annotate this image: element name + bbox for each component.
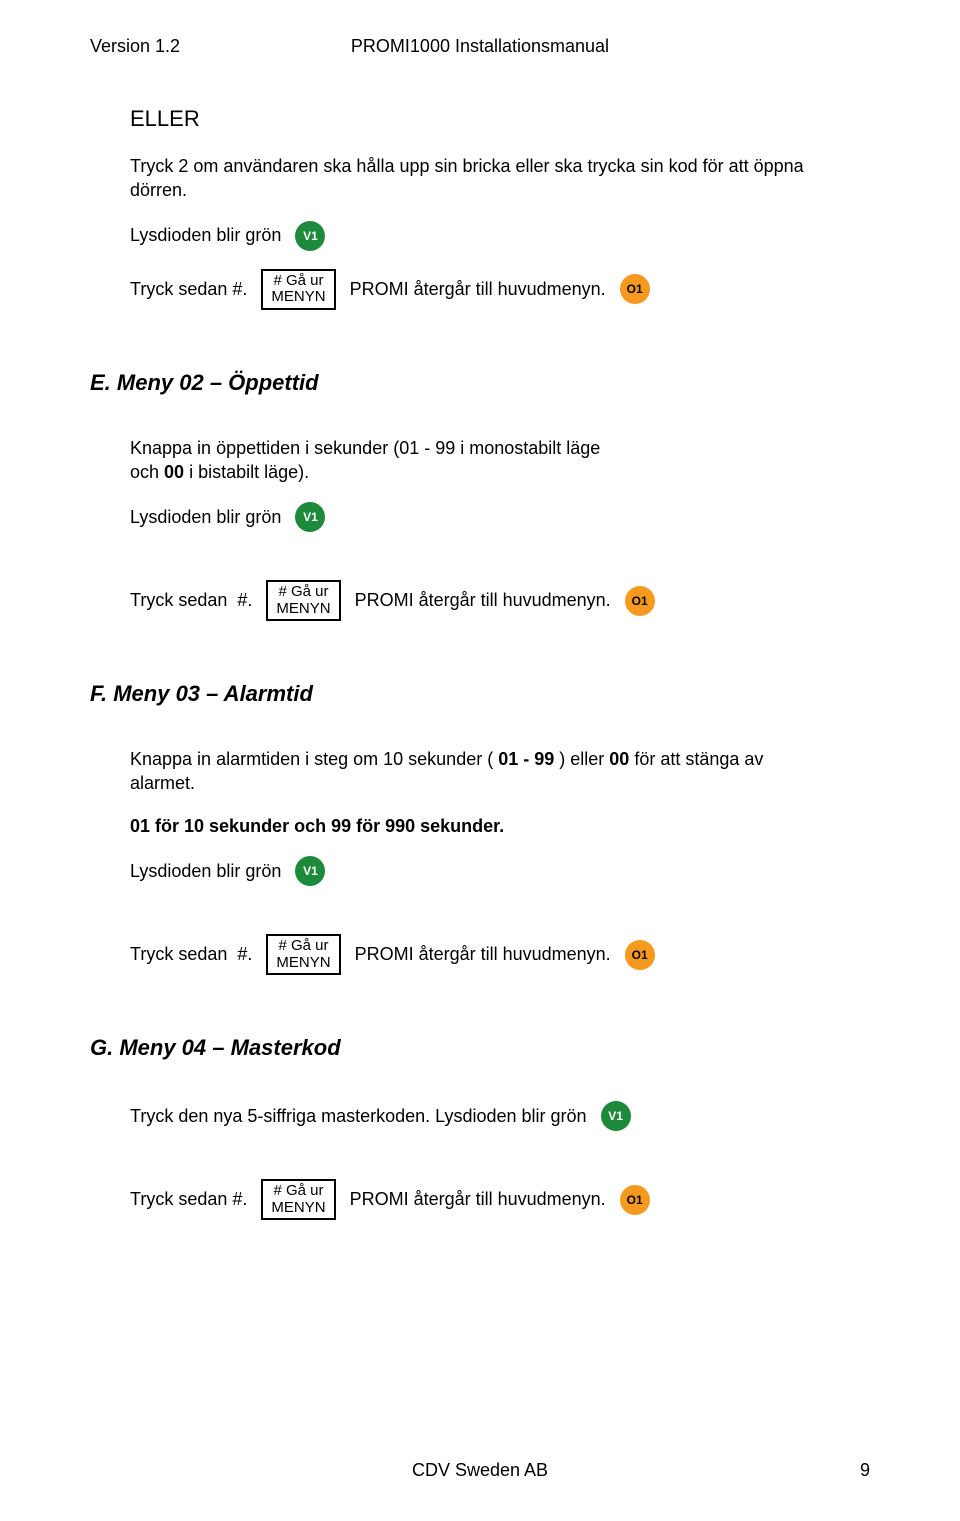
btn-top-label: # Gå ur — [273, 273, 323, 290]
e-tryck-row: Tryck sedan #. # Gå ur MENYN PROMI återg… — [130, 580, 840, 621]
tryck-sedan-label: Tryck sedan #. — [130, 1189, 247, 1210]
document-page: Version 1.2 PROMI1000 Installationsmanua… — [0, 0, 960, 1521]
tryck-sedan-label: Tryck sedan #. — [130, 944, 252, 965]
o1-badge-icon: O1 — [620, 1185, 650, 1215]
intro-paragraph: Tryck 2 om användaren ska hålla upp sin … — [130, 154, 840, 203]
g-p1-row: Tryck den nya 5-siffriga masterkoden. Ly… — [130, 1101, 840, 1131]
g-tryck-row: Tryck sedan #. # Gå ur MENYN PROMI återg… — [130, 1179, 840, 1220]
intro-text-mid: eller ska trycka sin kod för att öppna — [511, 156, 804, 176]
f-lysdioden-row: Lysdioden blir grön V1 — [130, 856, 840, 886]
btn-bot-label: MENYN — [271, 1200, 325, 1217]
lysdioden-label: Lysdioden blir grön — [130, 507, 281, 528]
f-p1-mid: ) eller — [554, 749, 609, 769]
o1-badge-icon: O1 — [625, 586, 655, 616]
menu-exit-button: # Gå ur MENYN — [266, 934, 340, 975]
lysdioden-label: Lysdioden blir grön — [130, 861, 281, 882]
menu-exit-button: # Gå ur MENYN — [266, 580, 340, 621]
footer-page-number: 9 — [860, 1460, 870, 1481]
promi-label: PROMI återgår till huvudmenyn. — [350, 279, 606, 300]
tryck-sedan-label: Tryck sedan #. — [130, 590, 252, 611]
intro-text-1: Tryck 2 om användaren ska hålla upp sin … — [130, 156, 511, 176]
o1-badge-icon: O1 — [620, 274, 650, 304]
v1-badge-icon: V1 — [601, 1101, 631, 1131]
section-f-title: F. Meny 03 – Alarmtid — [90, 681, 840, 707]
promi-label: PROMI återgår till huvudmenyn. — [355, 590, 611, 611]
btn-top-label: # Gå ur — [278, 584, 328, 601]
intro-tryck-row: Tryck sedan #. # Gå ur MENYN PROMI återg… — [130, 269, 840, 310]
promi-label: PROMI återgår till huvudmenyn. — [350, 1189, 606, 1210]
section-f-p1: Knappa in alarmtiden i steg om 10 sekund… — [130, 747, 840, 796]
lysdioden-label: Lysdioden blir grön — [130, 225, 281, 246]
f-p2-bold: 01 för 10 sekunder och 99 för 990 sekund… — [130, 816, 504, 836]
e-p1-line1: Knappa in öppettiden i sekunder (01 - 99… — [130, 438, 600, 458]
v1-badge-icon: V1 — [295, 502, 325, 532]
o1-badge-icon: O1 — [625, 940, 655, 970]
section-e-title: E. Meny 02 – Öppettid — [90, 370, 840, 396]
f-tryck-row: Tryck sedan #. # Gå ur MENYN PROMI återg… — [130, 934, 840, 975]
intro-text-2: dörren. — [130, 180, 187, 200]
e-p2-suffix: i bistabilt läge). — [184, 462, 309, 482]
header-title: PROMI1000 Installationsmanual — [0, 36, 960, 57]
f-p1-prefix: Knappa in alarmtiden i steg om 10 sekund… — [130, 749, 498, 769]
btn-top-label: # Gå ur — [278, 938, 328, 955]
e-p2-prefix: och — [130, 462, 164, 482]
f-p1-suffix: för att stänga av — [629, 749, 763, 769]
section-g-title: G. Meny 04 – Masterkod — [90, 1035, 840, 1061]
btn-top-label: # Gå ur — [273, 1183, 323, 1200]
btn-bot-label: MENYN — [276, 955, 330, 972]
btn-bot-label: MENYN — [271, 289, 325, 306]
menu-exit-button: # Gå ur MENYN — [261, 269, 335, 310]
menu-exit-button: # Gå ur MENYN — [261, 1179, 335, 1220]
section-e-p1: Knappa in öppettiden i sekunder (01 - 99… — [130, 436, 840, 485]
v1-badge-icon: V1 — [295, 221, 325, 251]
eller-heading: ELLER — [130, 106, 840, 132]
v1-badge-icon: V1 — [295, 856, 325, 886]
f-p1-bold: 01 - 99 — [498, 749, 554, 769]
tryck-sedan-label: Tryck sedan #. — [130, 279, 247, 300]
content-area: ELLER Tryck 2 om användaren ska hålla up… — [90, 106, 870, 1220]
f-p1-line2: alarmet. — [130, 773, 195, 793]
section-f-p2: 01 för 10 sekunder och 99 för 990 sekund… — [130, 814, 840, 838]
intro-lysdioden-row: Lysdioden blir grön V1 — [130, 221, 840, 251]
promi-label: PROMI återgår till huvudmenyn. — [355, 944, 611, 965]
btn-bot-label: MENYN — [276, 601, 330, 618]
f-p1-bold2: 00 — [609, 749, 629, 769]
footer-company: CDV Sweden AB — [0, 1460, 960, 1481]
g-p1-text: Tryck den nya 5-siffriga masterkoden. Ly… — [130, 1106, 587, 1127]
e-p2-bold: 00 — [164, 462, 184, 482]
e-lysdioden-row: Lysdioden blir grön V1 — [130, 502, 840, 532]
